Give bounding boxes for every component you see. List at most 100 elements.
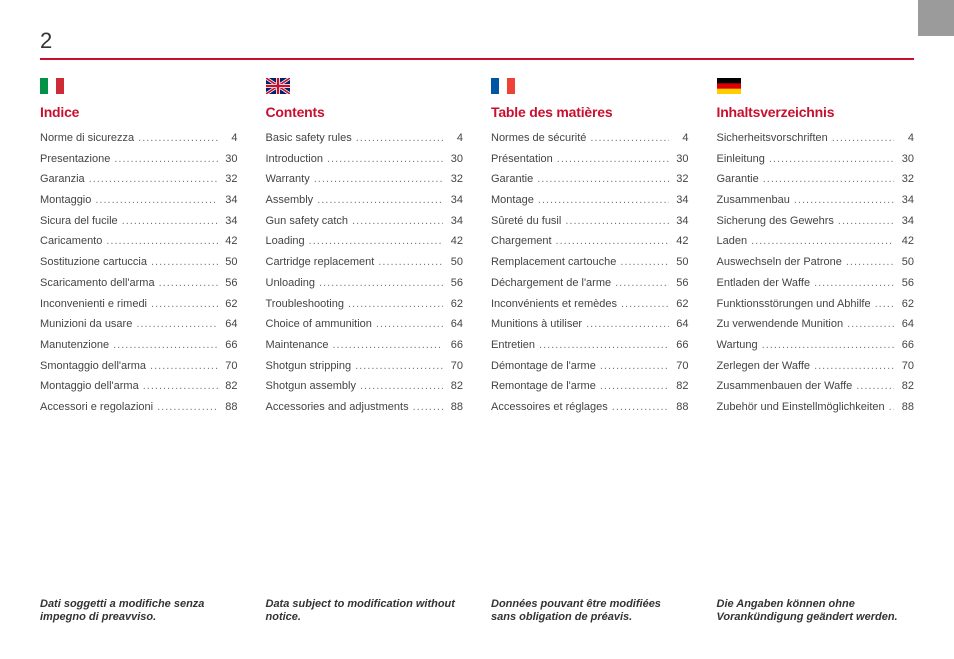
header-rule (40, 58, 914, 60)
toc-page-number: 64 (673, 318, 689, 331)
toc-row: Inconvenienti e rimedi62 (40, 298, 238, 311)
toc-page-number: 30 (222, 153, 238, 166)
toc-page-number: 30 (898, 153, 914, 166)
toc-page-number: 50 (222, 256, 238, 269)
toc-label: Garanzia (40, 173, 85, 186)
toc-row: Troubleshooting62 (266, 298, 464, 311)
toc-page-number: 50 (898, 256, 914, 269)
toc-label: Garantie (491, 173, 533, 186)
toc-label: Remontage de l'arme (491, 380, 596, 393)
toc-page-number: 82 (673, 380, 689, 393)
flag-uk-icon (266, 78, 290, 94)
toc-page-number: 42 (673, 235, 689, 248)
toc-label: Manutenzione (40, 339, 109, 352)
toc-leader-dots (615, 277, 668, 290)
toc-row: Sicura del fucile 34 (40, 215, 238, 228)
toc-leader-dots (106, 235, 217, 248)
toc-page-number: 4 (898, 132, 914, 145)
toc-row: Einleitung 30 (717, 153, 915, 166)
toc-leader-dots (138, 132, 217, 145)
page-number: 2 (40, 28, 914, 54)
toc-label: Smontaggio dell'arma (40, 360, 146, 373)
toc-label: Accessori e regolazioni (40, 401, 153, 414)
toc-leader-dots (751, 235, 894, 248)
toc-leader-dots (556, 235, 669, 248)
toc-page-number: 50 (673, 256, 689, 269)
toc-page-number: 34 (898, 215, 914, 228)
footnote: Data subject to modification without not… (266, 598, 464, 626)
toc-label: Laden (717, 235, 748, 248)
toc-label: Sûreté du fusil (491, 215, 561, 228)
toc-leader-dots (151, 256, 218, 269)
toc-row: Entladen der Waffe56 (717, 277, 915, 290)
toc-row: Assembly34 (266, 194, 464, 207)
toc-row: Déchargement de l'arme56 (491, 277, 689, 290)
toc-page-number: 70 (898, 360, 914, 373)
toc-row: Accessori e regolazioni 88 (40, 401, 238, 414)
toc-row: Maintenance66 (266, 339, 464, 352)
toc-leader-dots (355, 360, 443, 373)
toc-row: Sicherheitsvorschriften4 (717, 132, 915, 145)
toc-row: Auswechseln der Patrone 50 (717, 256, 915, 269)
toc-leader-dots (814, 360, 894, 373)
toc-page-number: 82 (222, 380, 238, 393)
toc-column: Table des matièresNormes de sécurité4Pré… (491, 78, 689, 422)
toc-column: Inhaltsverzeichnis Sicherheitsvorschrifte… (717, 78, 915, 422)
toc-page-number: 56 (673, 277, 689, 290)
toc-leader-dots (333, 339, 444, 352)
toc-leader-dots (586, 318, 668, 331)
toc-label: Montage (491, 194, 534, 207)
toc-page-number: 88 (222, 401, 238, 414)
toc-leader-dots (889, 401, 894, 414)
toc-column: IndiceNorme di sicurezza4Presentazione30… (40, 78, 238, 422)
footnotes-row: Dati soggetti a modifiche senza impegno … (40, 598, 914, 626)
toc-label: Shotgun assembly (266, 380, 357, 393)
toc-row: Garantie32 (717, 173, 915, 186)
toc-leader-dots (356, 132, 443, 145)
footnote: Données pouvant être modifiées sans obli… (491, 598, 689, 626)
toc-page-number: 34 (222, 215, 238, 228)
toc-row: Cartridge replacement50 (266, 256, 464, 269)
toc-row: Normes de sécurité4 (491, 132, 689, 145)
toc-page-number: 64 (447, 318, 463, 331)
toc-label: Caricamento (40, 235, 102, 248)
toc-leader-dots (157, 401, 217, 414)
toc-label: Auswechseln der Patrone (717, 256, 842, 269)
toc-leader-dots (136, 318, 217, 331)
toc-label: Gun safety catch (266, 215, 349, 228)
toc-leader-dots (89, 173, 218, 186)
toc-label: Montaggio dell'arma (40, 380, 139, 393)
toc-leader-dots (838, 215, 894, 228)
toc-page-number: 70 (447, 360, 463, 373)
toc-label: Einleitung (717, 153, 765, 166)
toc-page-number: 88 (673, 401, 689, 414)
flag-it-icon (40, 78, 64, 94)
toc-label: Sicherung des Gewehrs (717, 215, 834, 228)
toc-label: Normes de sécurité (491, 132, 586, 145)
toc-page-number: 34 (898, 194, 914, 207)
flag-de-icon (717, 78, 741, 94)
toc-row: Shotgun assembly82 (266, 380, 464, 393)
toc-leader-dots (769, 153, 894, 166)
footnote: Die Angaben können ohne Vorankündigung g… (717, 598, 915, 626)
column-title: Inhaltsverzeichnis (717, 104, 915, 120)
toc-leader-dots (612, 401, 669, 414)
toc-label: Norme di sicurezza (40, 132, 134, 145)
toc-row: Sostituzione cartuccia50 (40, 256, 238, 269)
toc-page-number: 88 (447, 401, 463, 414)
toc-label: Chargement (491, 235, 552, 248)
toc-label: Remplacement cartouche (491, 256, 616, 269)
toc-label: Sicura del fucile (40, 215, 118, 228)
toc-leader-dots (360, 380, 443, 393)
toc-row: Caricamento42 (40, 235, 238, 248)
toc-page-number: 62 (673, 298, 689, 311)
toc-leader-dots (847, 318, 894, 331)
toc-label: Garantie (717, 173, 759, 186)
toc-leader-dots (538, 194, 669, 207)
toc-page-number: 42 (447, 235, 463, 248)
toc-label: Montaggio (40, 194, 91, 207)
toc-leader-dots (814, 277, 894, 290)
toc-leader-dots (875, 298, 894, 311)
toc-page-number: 4 (447, 132, 463, 145)
toc-row: Chargement 42 (491, 235, 689, 248)
